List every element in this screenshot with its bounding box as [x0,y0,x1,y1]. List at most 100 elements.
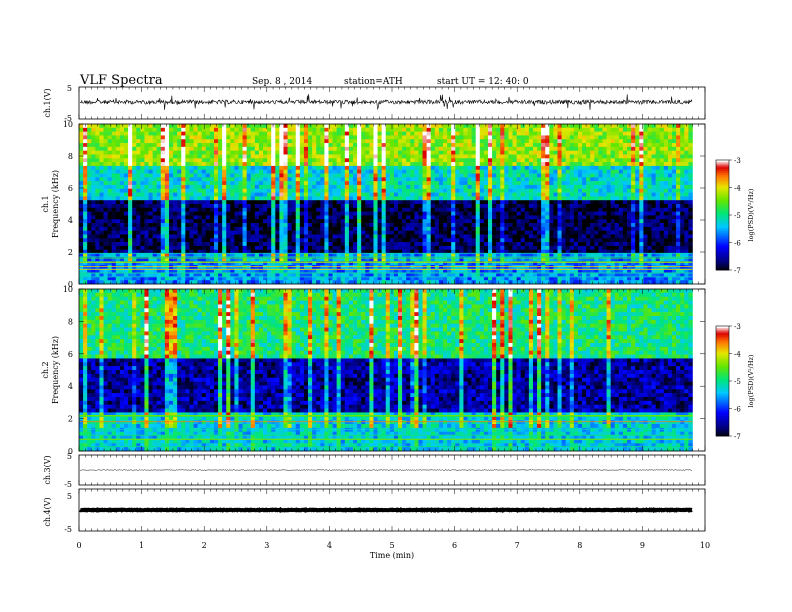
spectrogram-cell [483,245,489,251]
spectrogram-cell [377,184,382,190]
spectrogram-cell [336,127,342,132]
spectrogram-cell [475,200,481,205]
spectrogram-cell [123,139,129,144]
spectrogram-cell [185,280,190,285]
spectrogram-cell [336,249,342,254]
spectrogram-cell [107,181,113,186]
spectrogram-cell [361,234,366,239]
spectrogram-cell [320,158,325,163]
spectrogram-cell [377,272,382,277]
spectrogram-cell [418,177,423,182]
spectrogram-cell [348,249,354,254]
spectrogram-cell [299,264,305,270]
spectrogram-cell [238,150,243,155]
spectrogram-cell [218,207,223,212]
spectrogram-cell [263,272,268,277]
spectrogram-cell [492,192,497,197]
spectrogram-cell [516,184,522,190]
spectrogram-cell [528,257,534,262]
spectrogram-cell [483,169,489,174]
spectrogram-cell [246,131,252,136]
spectrogram-cell [430,253,436,258]
spectrogram-cell [303,184,309,190]
spectrogram-cell [336,207,342,212]
spectrogram-cell [316,173,321,178]
spectrogram-cell [132,139,137,144]
spectrogram-cell [128,181,133,186]
spectrogram-cell [299,165,305,171]
spectrogram-cell [258,139,264,144]
spectrogram-cell [373,192,378,197]
spectrogram-cell [487,177,493,182]
spectrogram-cell [336,177,342,182]
spectrogram-cell [316,226,321,231]
spectrogram-cell [340,131,346,136]
spectrogram-cell [201,234,207,239]
spectrogram-cell [283,143,288,148]
spectrogram-cell [197,200,202,205]
spectrogram-cell [447,257,452,262]
spectrogram-cell [398,223,403,228]
spectrogram-cell [299,280,305,285]
spectrogram-cell [95,226,100,231]
spectrogram-cell [369,200,374,205]
spectrogram-cell [250,169,256,174]
spectrogram-cell [177,139,182,144]
spectrogram-cell [287,211,292,216]
spectrogram-cell [357,184,362,190]
spectrogram-cell [115,124,121,129]
spectrogram-cell [438,226,444,231]
spectrogram-cell [332,184,337,190]
spectrogram-cell [463,154,468,159]
spectrogram-cell [361,196,366,201]
spectrogram-cell [369,150,374,155]
spectrogram-cell [115,169,121,174]
spectrogram-cell [496,127,501,132]
spectrogram-cell [91,219,96,224]
spectrogram-cell [422,169,427,174]
spectrogram-cell [402,272,407,277]
spectrogram-cell [258,184,264,190]
spectrogram-cell [197,154,202,159]
spectrogram-cell [381,162,387,167]
spectrogram-cell [258,165,264,171]
spectrogram-cell [471,146,477,151]
spectrogram-cell [193,219,198,224]
spectrogram-cell [291,162,297,167]
spectrogram-cell [119,165,125,171]
spectrogram-cell [520,268,526,273]
spectrogram-cell [426,139,432,144]
spectrogram-cell [402,245,407,251]
spectrogram-cell [541,242,546,247]
spectrogram-cell [438,261,444,266]
spectrogram-cell [541,223,546,228]
spectrogram-cell [316,127,321,132]
spectrogram-cell [209,249,215,254]
spectrogram-cell [181,211,186,216]
spectrogram-cell [451,188,456,193]
spectrogram-cell [402,196,407,201]
spectrogram-cell [173,181,178,186]
spectrogram-cell [385,280,391,285]
spectrogram-cell [291,200,297,205]
spectrogram-cell [528,188,534,193]
spectrogram-cell [226,230,231,235]
spectrogram-cell [222,253,227,258]
spectrogram-cell [279,169,284,174]
spectrogram-cell [242,219,247,224]
spectrogram-cell [209,184,215,190]
spectrogram-cell [222,169,227,174]
spectrogram-cell [250,181,256,186]
spectrogram-cell [115,234,121,239]
spectrogram-cell [418,188,423,193]
spectrogram-cell [107,165,113,171]
spectrogram-cell [434,204,440,209]
spectrogram-cell [308,154,313,159]
spectrogram-cell [279,242,284,247]
spectrogram-cell [95,234,100,239]
spectrogram-cell [467,257,472,262]
spectrogram-cell [537,165,542,171]
spectrogram-cell [144,245,149,251]
spectrogram-cell [156,177,162,182]
spectrogram-cell [320,264,325,270]
